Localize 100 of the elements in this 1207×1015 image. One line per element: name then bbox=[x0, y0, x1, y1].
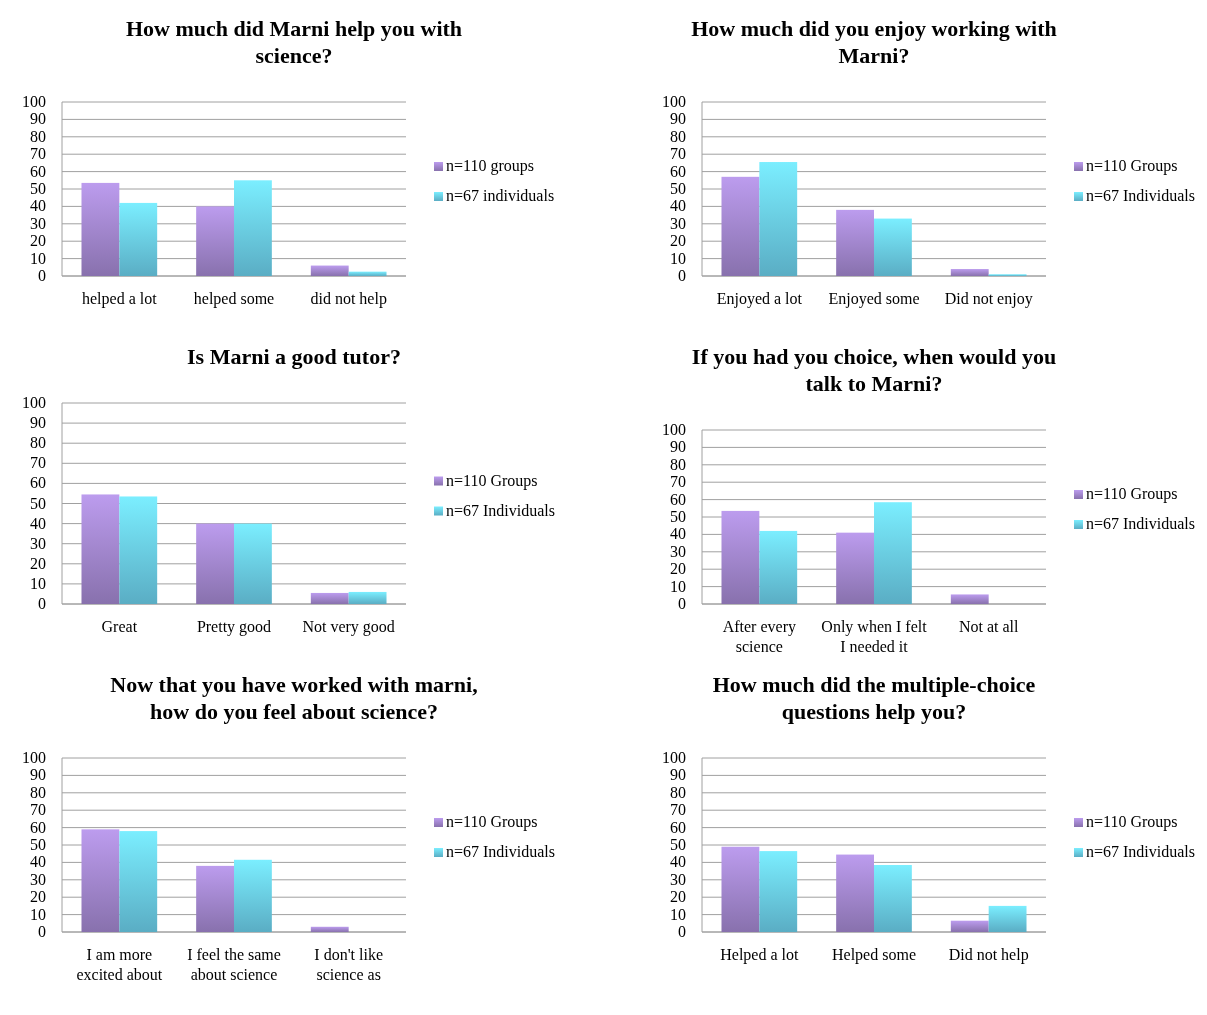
y-tick-label: 60 bbox=[30, 818, 46, 836]
x-tick-label: did not help bbox=[310, 290, 387, 308]
x-tick-label: After every science bbox=[722, 618, 796, 655]
bar bbox=[721, 176, 760, 276]
x-tick-label: Only when I felt I needed it bbox=[821, 618, 928, 655]
x-tick-label: Not very good bbox=[302, 618, 395, 636]
chart-title: If you had you choice, when would you talk to Marni? bbox=[691, 344, 1057, 396]
bar bbox=[119, 202, 158, 276]
x-tick-label: Did not help bbox=[948, 946, 1029, 964]
y-tick-label: 100 bbox=[662, 93, 686, 110]
y-tick-label: 90 bbox=[30, 110, 46, 128]
y-tick-label: 70 bbox=[30, 145, 46, 163]
legend-label: n=67 Individuals bbox=[446, 501, 556, 519]
legend-label: n=110 Groups bbox=[446, 471, 538, 490]
y-tick-label: 90 bbox=[670, 438, 686, 456]
bar bbox=[950, 269, 989, 276]
bar bbox=[310, 265, 349, 276]
x-tick-label: helped some bbox=[193, 290, 275, 308]
y-tick-label: 70 bbox=[670, 145, 686, 163]
chart-title: Is Marni a good tutor? bbox=[187, 344, 401, 369]
x-tick-label: Helped some bbox=[832, 946, 916, 964]
bar bbox=[234, 859, 272, 932]
y-tick-label: 20 bbox=[30, 888, 46, 906]
legend-label: n=67 Individuals bbox=[1086, 187, 1196, 204]
y-tick-label: 100 bbox=[22, 749, 46, 766]
bar bbox=[721, 510, 760, 604]
bar bbox=[81, 182, 120, 276]
bar bbox=[234, 523, 272, 604]
y-tick-label: 80 bbox=[30, 783, 46, 801]
y-tick-label: 50 bbox=[670, 508, 686, 525]
y-tick-label: 70 bbox=[670, 801, 686, 819]
chart-title: How much did Marni help you with science? bbox=[125, 16, 463, 68]
y-tick-label: 60 bbox=[670, 818, 686, 836]
bar bbox=[196, 206, 234, 276]
y-tick-label: 90 bbox=[670, 110, 686, 128]
y-tick-label: 50 bbox=[670, 836, 686, 853]
x-tick-label: I feel the same about science bbox=[187, 946, 281, 983]
y-tick-label: 30 bbox=[30, 214, 46, 232]
bar bbox=[234, 180, 272, 276]
y-tick-label: 100 bbox=[662, 749, 686, 766]
y-tick-label: 60 bbox=[30, 162, 46, 180]
legend-label: n=67 Individuals bbox=[446, 843, 556, 860]
y-tick-label: 0 bbox=[38, 595, 46, 612]
bar bbox=[874, 218, 912, 276]
y-tick-label: 20 bbox=[30, 554, 46, 572]
bar bbox=[81, 829, 120, 932]
y-tick-label: 80 bbox=[30, 127, 46, 145]
y-tick-label: 100 bbox=[662, 421, 686, 438]
y-tick-label: 40 bbox=[30, 853, 46, 871]
y-tick-label: 40 bbox=[30, 197, 46, 215]
legend-label: n=110 Groups bbox=[446, 813, 538, 831]
x-tick-label: helped a lot bbox=[82, 290, 158, 308]
bar bbox=[119, 831, 158, 932]
y-tick-label: 60 bbox=[670, 490, 686, 508]
legend-label: n=67 Individuals bbox=[1086, 843, 1196, 860]
bar bbox=[310, 592, 349, 604]
y-tick-label: 30 bbox=[670, 870, 686, 888]
y-tick-label: 60 bbox=[670, 162, 686, 180]
y-tick-label: 20 bbox=[670, 232, 686, 250]
y-tick-label: 40 bbox=[670, 525, 686, 543]
y-tick-label: 40 bbox=[670, 197, 686, 215]
y-tick-label: 70 bbox=[670, 473, 686, 491]
bar bbox=[310, 926, 349, 932]
legend-label: n=67 individuals bbox=[446, 187, 555, 204]
y-tick-label: 30 bbox=[30, 870, 46, 888]
x-tick-label: I don't like science as bbox=[314, 946, 383, 983]
legend-label: n=110 groups bbox=[446, 157, 534, 175]
bar bbox=[759, 851, 798, 932]
x-tick-label: I am more excited about bbox=[76, 946, 163, 983]
y-tick-label: 10 bbox=[30, 249, 46, 267]
y-tick-label: 80 bbox=[30, 434, 46, 452]
y-tick-label: 10 bbox=[30, 905, 46, 923]
y-tick-label: 40 bbox=[670, 853, 686, 871]
y-tick-label: 70 bbox=[30, 801, 46, 819]
x-tick-label: Enjoyed a lot bbox=[716, 290, 803, 308]
bar bbox=[348, 591, 387, 604]
y-tick-label: 0 bbox=[678, 595, 686, 612]
y-tick-label: 50 bbox=[30, 836, 46, 853]
bar bbox=[759, 530, 798, 604]
y-tick-label: 70 bbox=[30, 454, 46, 472]
y-tick-label: 10 bbox=[30, 574, 46, 592]
y-tick-label: 20 bbox=[30, 232, 46, 250]
bar bbox=[988, 905, 1027, 932]
y-tick-label: 30 bbox=[670, 214, 686, 232]
bar bbox=[348, 271, 387, 276]
bar bbox=[196, 523, 234, 604]
y-tick-label: 90 bbox=[30, 766, 46, 784]
y-tick-label: 60 bbox=[30, 474, 46, 492]
y-tick-label: 0 bbox=[678, 923, 686, 940]
legend-label: n=67 Individuals bbox=[1086, 515, 1196, 532]
bar bbox=[950, 594, 989, 604]
chart-title: How much did the multiple-choice questions help you? bbox=[712, 672, 1036, 724]
y-tick-label: 10 bbox=[670, 905, 686, 923]
y-tick-label: 80 bbox=[670, 455, 686, 473]
bar bbox=[196, 865, 234, 932]
bar bbox=[836, 209, 874, 276]
bar bbox=[874, 865, 912, 932]
x-tick-label: Not at all bbox=[958, 618, 1019, 635]
y-tick-label: 50 bbox=[670, 180, 686, 197]
chart-title: Now that you have worked with marni, how do you feel about science? bbox=[110, 672, 478, 724]
